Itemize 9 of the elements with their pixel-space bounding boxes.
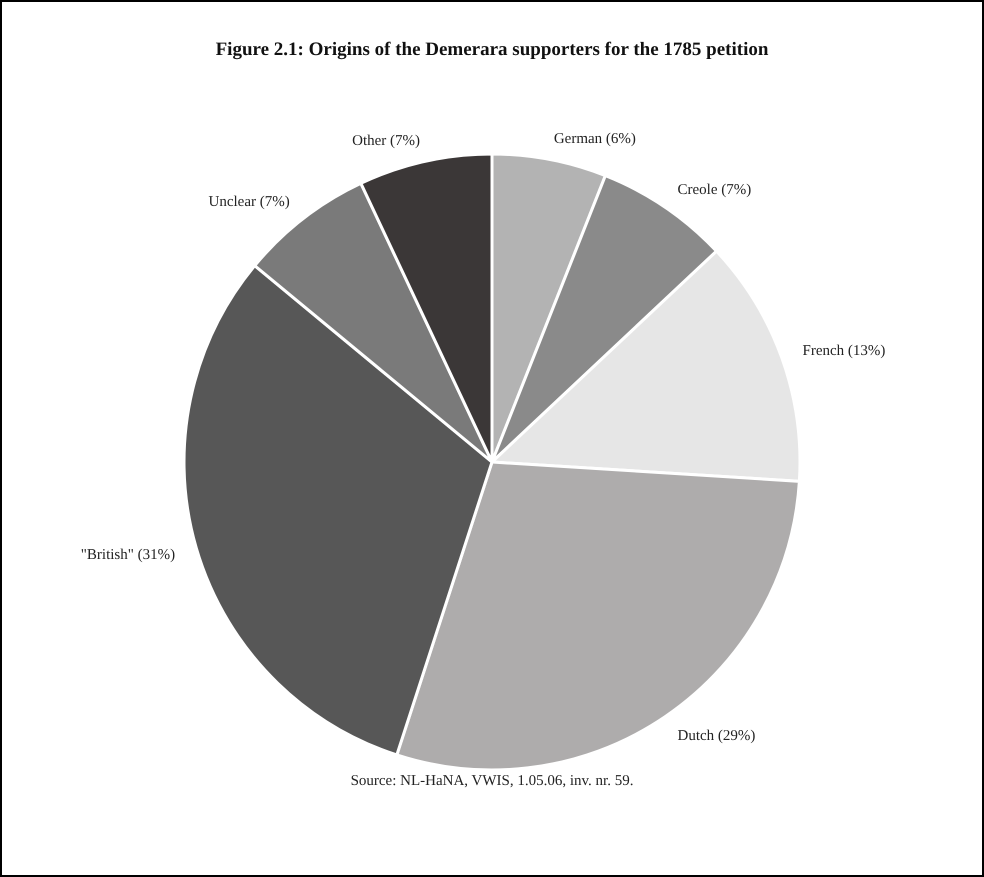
slice-label: "British" (31%) (80, 547, 176, 564)
slice-label: Dutch (29%) (677, 728, 756, 744)
slice-label: German (6%) (554, 130, 636, 147)
slice-label: Other (7%) (352, 132, 420, 149)
slice-label: Creole (7%) (677, 182, 752, 198)
slice-label: Unclear (7%) (208, 194, 290, 210)
chart-title: Figure 2.1: Origins of the Demerara supporters for the 1785 petition (216, 39, 769, 60)
source-note: Source: NL-HaNA, VWIS, 1.05.06, inv. nr. 59. (350, 773, 634, 789)
slice-label: French (13%) (802, 343, 886, 360)
